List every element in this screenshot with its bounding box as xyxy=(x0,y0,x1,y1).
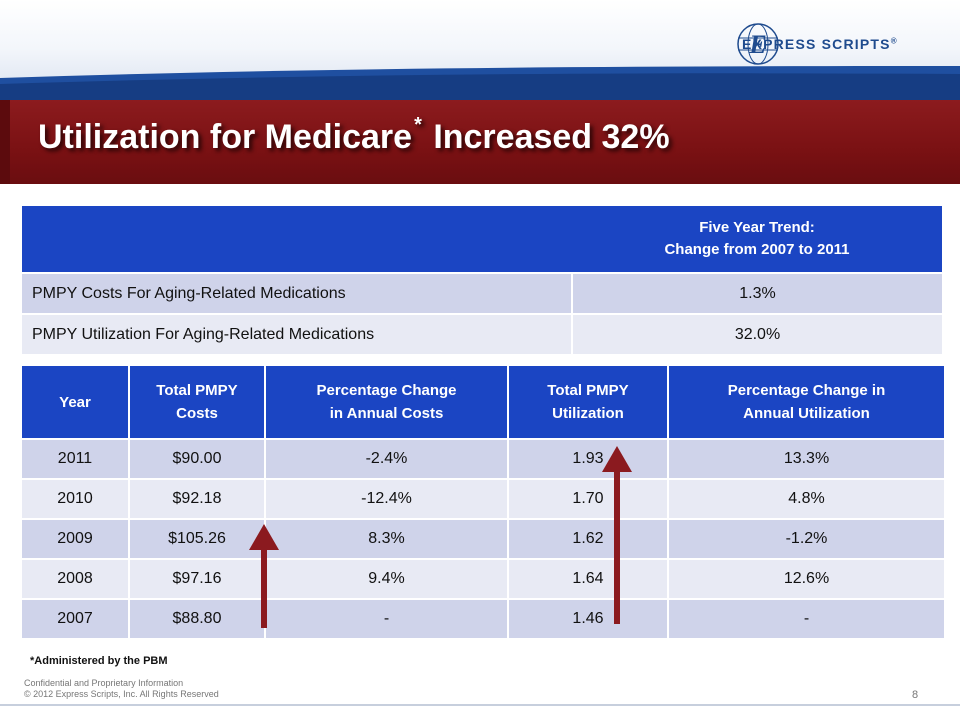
cell-utilization: 1.64 xyxy=(508,558,669,599)
cell-costs: $90.00 xyxy=(129,438,266,479)
trend-table-header: Five Year Trend: Change from 2007 to 201… xyxy=(22,206,942,273)
confidential-notice: Confidential and Proprietary Information… xyxy=(24,678,219,699)
trend-table: Five Year Trend: Change from 2007 to 201… xyxy=(22,206,942,354)
brand-name: EXPRESS SCRIPTS® xyxy=(742,36,898,52)
header-pct-change-utilization: Percentage Change in Annual Utilization xyxy=(668,366,944,439)
cell-utilization: 1.46 xyxy=(508,598,669,638)
header-total-pmpy-utilization: Total PMPY Utilization xyxy=(508,366,669,439)
yearly-table-header: Year Total PMPY Costs Percentage Change in… xyxy=(22,366,944,439)
cell-pct-utilization: - xyxy=(668,598,944,638)
cell-year: 2010 xyxy=(22,478,130,519)
yearly-table: Year Total PMPY Costs Percentage Change in… xyxy=(22,366,944,638)
header-pct-change-costs: Percentage Change in Annual Costs xyxy=(265,366,509,439)
table-row: 2008 $97.16 9.4% 1.64 12.6% xyxy=(22,558,944,599)
title-banner: Utilization for Medicare * Increased 32% xyxy=(0,100,960,184)
cell-pct-costs: 8.3% xyxy=(265,518,509,559)
page-number: 8 xyxy=(912,689,919,701)
cell-pct-utilization: 12.6% xyxy=(668,558,944,599)
trend-row-value: 32.0% xyxy=(572,313,942,354)
header-total-pmpy-costs: Total PMPY Costs xyxy=(129,366,266,439)
footnote: *Administered by the PBM xyxy=(30,655,168,667)
bottom-divider xyxy=(0,704,960,706)
cell-year: 2008 xyxy=(22,558,130,599)
trend-header-line2: Change from 2007 to 2011 xyxy=(664,241,850,258)
page-title: Utilization for Medicare * Increased 32% xyxy=(38,114,670,156)
cell-costs: $97.16 xyxy=(129,558,266,599)
header-year: Year xyxy=(22,366,130,439)
cell-costs: $105.26 xyxy=(129,518,266,559)
cell-pct-costs: -2.4% xyxy=(265,438,509,479)
trend-row-value: 1.3% xyxy=(572,272,942,314)
brand: E EXPRESS SCRIPTS® xyxy=(736,22,898,66)
cell-year: 2009 xyxy=(22,518,130,559)
cell-costs: $88.80 xyxy=(129,598,266,638)
table-row: PMPY Costs For Aging-Related Medications… xyxy=(22,272,942,314)
svg-text:E: E xyxy=(748,30,766,59)
header-band: E EXPRESS SCRIPTS® xyxy=(0,0,960,100)
cell-utilization: 1.62 xyxy=(508,518,669,559)
cell-pct-utilization: 13.3% xyxy=(668,438,944,479)
trend-table-header-label: Five Year Trend: Change from 2007 to 201… xyxy=(572,206,942,273)
table-row: PMPY Utilization For Aging-Related Medic… xyxy=(22,313,942,354)
table-row: 2007 $88.80 - 1.46 - xyxy=(22,598,944,638)
table-row: 2011 $90.00 -2.4% 1.93 13.3% xyxy=(22,438,944,479)
trend-row-label: PMPY Costs For Aging-Related Medications xyxy=(22,272,573,314)
cell-year: 2011 xyxy=(22,438,130,479)
cell-pct-utilization: -1.2% xyxy=(668,518,944,559)
cell-utilization: 1.93 xyxy=(508,438,669,479)
header-swoosh xyxy=(0,66,960,100)
cell-year: 2007 xyxy=(22,598,130,638)
trend-table-header-empty xyxy=(22,206,572,273)
cell-pct-costs: -12.4% xyxy=(265,478,509,519)
cell-costs: $92.18 xyxy=(129,478,266,519)
express-scripts-globe-logo-icon: E xyxy=(737,23,779,65)
trend-header-line1: Five Year Trend: xyxy=(699,219,815,236)
cell-utilization: 1.70 xyxy=(508,478,669,519)
cell-pct-utilization: 4.8% xyxy=(668,478,944,519)
table-row: 2009 $105.26 8.3% 1.62 -1.2% xyxy=(22,518,944,559)
cell-pct-costs: 9.4% xyxy=(265,558,509,599)
trend-row-label: PMPY Utilization For Aging-Related Medic… xyxy=(22,313,573,354)
table-row: 2010 $92.18 -12.4% 1.70 4.8% xyxy=(22,478,944,519)
cell-pct-costs: - xyxy=(265,598,509,638)
